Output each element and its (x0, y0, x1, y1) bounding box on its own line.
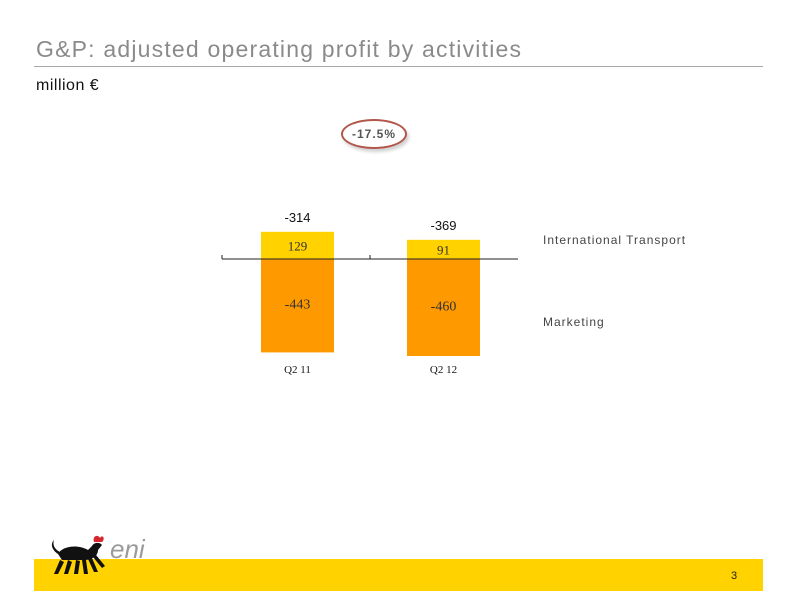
unit-label: million € (36, 77, 100, 94)
data-label-marketing: -460 (431, 300, 457, 315)
bar-marketing (407, 259, 480, 356)
data-label-international-transport: 129 (288, 238, 308, 253)
total-label: -369 (430, 218, 456, 233)
total-label: -314 (284, 210, 310, 225)
x-tick-label: Q2 12 (430, 364, 457, 376)
data-label-international-transport: 91 (437, 242, 450, 257)
bar-marketing (261, 259, 334, 353)
bar-international-transport (261, 231, 334, 259)
page-number: 3 (731, 570, 738, 582)
eni-logo: eni (51, 534, 146, 574)
data-label-marketing: -443 (285, 298, 311, 313)
logo-wordmark: eni (110, 534, 146, 564)
footer-band (34, 559, 763, 591)
title-rule (34, 66, 763, 67)
series-label: Marketing (543, 315, 605, 329)
six-legged-dog-icon (51, 535, 105, 574)
change-badge: -17.5% (341, 119, 407, 149)
page-title: G&P: adjusted operating profit by activi… (36, 36, 523, 62)
x-tick-label: Q2 11 (284, 364, 311, 376)
series-label: International Transport (543, 233, 686, 247)
bar-international-transport (407, 239, 480, 259)
